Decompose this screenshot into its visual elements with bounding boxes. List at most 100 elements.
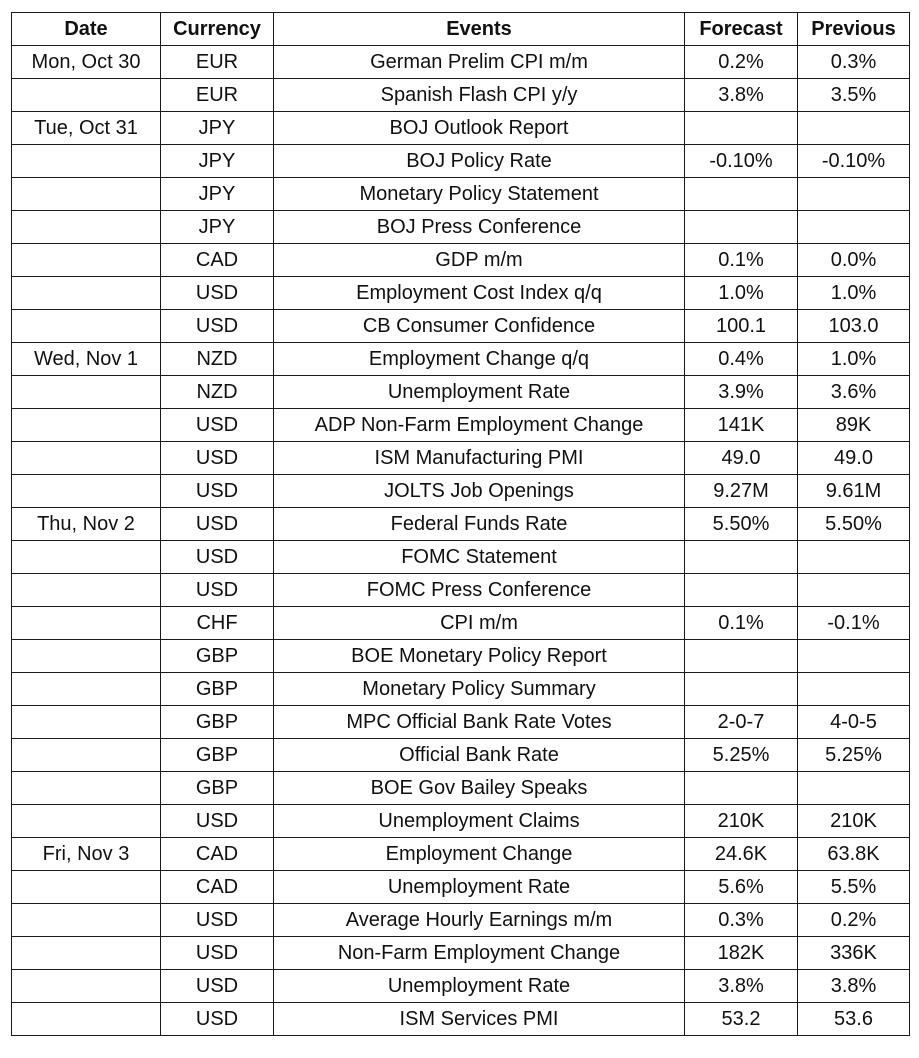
date-cell: [11, 177, 161, 211]
date-cell: [11, 639, 161, 673]
forecast-cell: 5.25%: [684, 738, 798, 772]
currency-cell: USD: [160, 1002, 274, 1036]
table-row: USD JOLTS Job Openings 9.27M 9.61M: [11, 474, 910, 508]
date-cell: [11, 408, 161, 442]
forecast-cell: 0.1%: [684, 243, 798, 277]
forecast-cell: 5.6%: [684, 870, 798, 904]
previous-cell: 5.5%: [797, 870, 910, 904]
event-cell: CB Consumer Confidence: [273, 309, 685, 343]
currency-cell: CHF: [160, 606, 274, 640]
currency-cell: EUR: [160, 45, 274, 79]
forecast-cell: 210K: [684, 804, 798, 838]
event-cell: Official Bank Rate: [273, 738, 685, 772]
date-cell: [11, 870, 161, 904]
currency-cell: USD: [160, 276, 274, 310]
table-row: USD FOMC Press Conference: [11, 573, 910, 607]
currency-cell: GBP: [160, 705, 274, 739]
event-cell: Unemployment Rate: [273, 870, 685, 904]
date-cell: [11, 936, 161, 970]
date-cell: Thu, Nov 2: [11, 507, 161, 541]
previous-cell: 1.0%: [797, 342, 910, 376]
previous-cell: 3.5%: [797, 78, 910, 112]
header-date: Date: [11, 12, 161, 46]
previous-cell: 63.8K: [797, 837, 910, 871]
date-cell: Fri, Nov 3: [11, 837, 161, 871]
forecast-cell: 0.3%: [684, 903, 798, 937]
table-row: JPY Monetary Policy Statement: [11, 177, 910, 211]
header-previous: Previous: [797, 12, 910, 46]
currency-cell: NZD: [160, 342, 274, 376]
previous-cell: [797, 111, 910, 145]
previous-cell: 5.50%: [797, 507, 910, 541]
date-cell: [11, 606, 161, 640]
date-cell: Wed, Nov 1: [11, 342, 161, 376]
forecast-cell: 2-0-7: [684, 705, 798, 739]
forecast-cell: 24.6K: [684, 837, 798, 871]
previous-cell: [797, 210, 910, 244]
event-cell: Federal Funds Rate: [273, 507, 685, 541]
event-cell: ISM Manufacturing PMI: [273, 441, 685, 475]
forecast-cell: 0.4%: [684, 342, 798, 376]
forecast-cell: 3.9%: [684, 375, 798, 409]
table-body: Mon, Oct 30 EUR German Prelim CPI m/m 0.2% 0…: [11, 45, 910, 1036]
event-cell: FOMC Press Conference: [273, 573, 685, 607]
event-cell: GDP m/m: [273, 243, 685, 277]
currency-cell: JPY: [160, 177, 274, 211]
currency-cell: CAD: [160, 837, 274, 871]
event-cell: Employment Cost Index q/q: [273, 276, 685, 310]
event-cell: BOJ Policy Rate: [273, 144, 685, 178]
currency-cell: GBP: [160, 672, 274, 706]
date-cell: [11, 573, 161, 607]
forecast-cell: 49.0: [684, 441, 798, 475]
table-row: CAD Unemployment Rate 5.6% 5.5%: [11, 870, 910, 904]
previous-cell: 1.0%: [797, 276, 910, 310]
forecast-cell: 3.8%: [684, 969, 798, 1003]
currency-cell: USD: [160, 474, 274, 508]
event-cell: Monetary Policy Summary: [273, 672, 685, 706]
previous-cell: 0.2%: [797, 903, 910, 937]
table-row: CAD GDP m/m 0.1% 0.0%: [11, 243, 910, 277]
table-row: USD ISM Services PMI 53.2 53.6: [11, 1002, 910, 1036]
previous-cell: [797, 540, 910, 574]
currency-cell: GBP: [160, 738, 274, 772]
table-row: NZD Unemployment Rate 3.9% 3.6%: [11, 375, 910, 409]
date-cell: [11, 540, 161, 574]
currency-cell: USD: [160, 507, 274, 541]
event-cell: BOJ Outlook Report: [273, 111, 685, 145]
table-row: USD Unemployment Rate 3.8% 3.8%: [11, 969, 910, 1003]
table-row: USD CB Consumer Confidence 100.1 103.0: [11, 309, 910, 343]
date-cell: [11, 969, 161, 1003]
event-cell: German Prelim CPI m/m: [273, 45, 685, 79]
currency-cell: EUR: [160, 78, 274, 112]
currency-cell: CAD: [160, 243, 274, 277]
forecast-cell: [684, 639, 798, 673]
forecast-cell: 3.8%: [684, 78, 798, 112]
previous-cell: 3.6%: [797, 375, 910, 409]
forecast-cell: [684, 111, 798, 145]
forecast-cell: 100.1: [684, 309, 798, 343]
currency-cell: CAD: [160, 870, 274, 904]
forecast-cell: -0.10%: [684, 144, 798, 178]
date-cell: [11, 1002, 161, 1036]
event-cell: BOE Monetary Policy Report: [273, 639, 685, 673]
currency-cell: JPY: [160, 144, 274, 178]
previous-cell: -0.10%: [797, 144, 910, 178]
event-cell: ADP Non-Farm Employment Change: [273, 408, 685, 442]
table-row: GBP BOE Monetary Policy Report: [11, 639, 910, 673]
header-events: Events: [273, 12, 685, 46]
event-cell: Spanish Flash CPI y/y: [273, 78, 685, 112]
date-cell: [11, 804, 161, 838]
event-cell: Monetary Policy Statement: [273, 177, 685, 211]
date-cell: [11, 441, 161, 475]
previous-cell: 49.0: [797, 441, 910, 475]
currency-cell: GBP: [160, 771, 274, 805]
forecast-cell: 0.1%: [684, 606, 798, 640]
header-row: Date Currency Events Forecast Previous: [11, 12, 910, 46]
event-cell: Unemployment Claims: [273, 804, 685, 838]
event-cell: Employment Change q/q: [273, 342, 685, 376]
previous-cell: [797, 672, 910, 706]
date-cell: [11, 276, 161, 310]
date-cell: Tue, Oct 31: [11, 111, 161, 145]
previous-cell: 103.0: [797, 309, 910, 343]
table-row: Thu, Nov 2 USD Federal Funds Rate 5.50% 5.50…: [11, 507, 910, 541]
